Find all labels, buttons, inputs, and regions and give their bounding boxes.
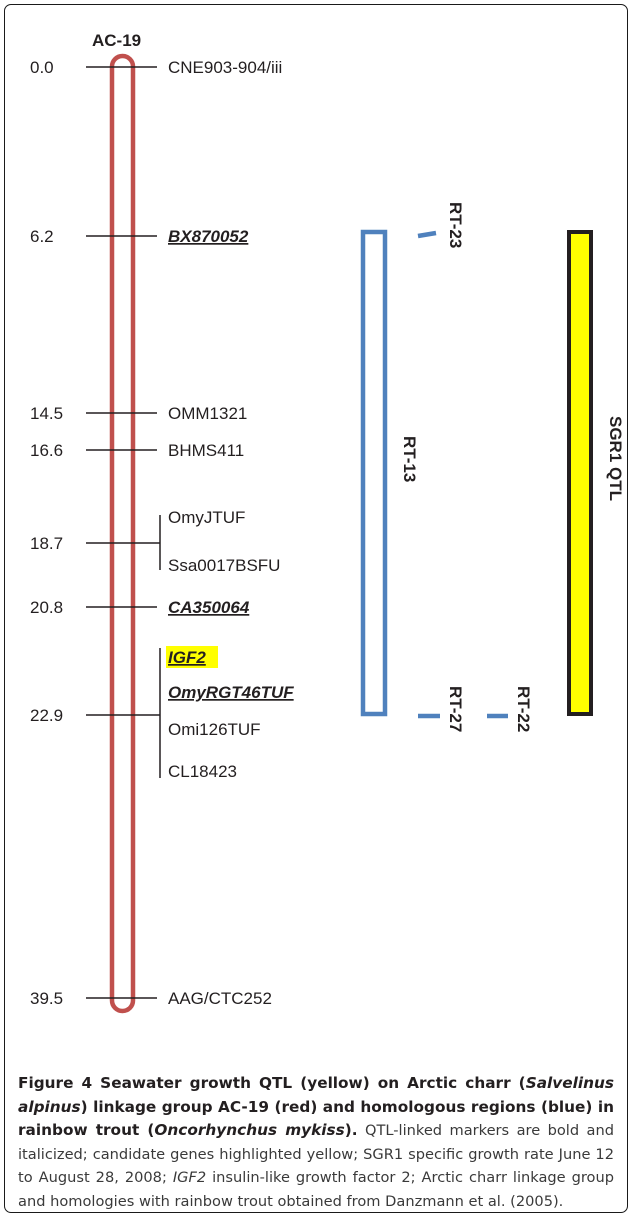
figure-label: Figure 4 <box>18 1074 93 1092</box>
caption-gene: IGF2 <box>172 1169 207 1186</box>
rt23-label: RT-23 <box>446 202 465 248</box>
marker-name-qtl-linked: CA350064 <box>168 598 250 617</box>
rt27-label: RT-27 <box>446 686 465 732</box>
marker-position-14-5: 14.5 <box>30 404 63 423</box>
caption-text: Seawater growth QTL (yellow) on Arctic c… <box>92 1074 526 1092</box>
marker-position-22-9: 22.9 <box>30 706 63 725</box>
rt13-homolog-bar <box>360 229 388 717</box>
caption-title: Figure 4 Seawater growth QTL (yellow) on… <box>18 1074 614 1139</box>
marker-name: CNE903-904/iii <box>168 58 282 77</box>
caption-body: QTL-linked markers are bold and italiciz… <box>18 1122 614 1210</box>
caption-text: insulin-like growth factor 2; Arctic cha… <box>18 1169 614 1210</box>
figure-frame <box>4 4 628 1213</box>
caption-species: Oncorhynchus mykiss <box>154 1121 345 1139</box>
marker-position-20-8: 20.8 <box>30 598 63 617</box>
sgr1-qtl-label: SGR1 QTL <box>606 416 625 501</box>
marker-name: Ssa0017BSFU <box>168 556 280 575</box>
caption-text: QTL-linked markers are bold and italiciz… <box>18 1122 614 1186</box>
marker-position-18-7: 18.7 <box>30 534 63 553</box>
marker-position-0: 0.0 <box>30 58 54 77</box>
marker-position-6-2: 6.2 <box>30 227 54 246</box>
marker-name-candidate-gene: IGF2 <box>168 648 206 667</box>
marker-name-qtl-linked: OmyRGT46TUF <box>168 683 294 702</box>
marker-name-qtl-linked: BX870052 <box>168 227 249 246</box>
marker-position-39-5: 39.5 <box>30 989 63 1008</box>
caption-text: ) linkage group AC-19 (red) and homologo… <box>18 1097 614 1140</box>
ac19-chromosome-bar <box>109 53 136 1014</box>
marker-position-16-6: 16.6 <box>30 441 63 460</box>
linkage-map: AC-19 0.0 CNE903-904/iii 6.2 BX870052 14… <box>30 31 625 1014</box>
sgr1-qtl-bar <box>567 230 593 716</box>
marker-name: OMM1321 <box>168 404 247 423</box>
marker-name: AAG/CTC252 <box>168 989 272 1008</box>
candidate-gene-highlight <box>166 646 218 668</box>
marker-name: CL18423 <box>168 762 237 781</box>
figure-caption: Figure 4 Seawater growth QTL (yellow) on… <box>18 1072 614 1213</box>
marker-name: OmyJTUF <box>168 508 245 527</box>
rt13-label: RT-13 <box>400 436 419 482</box>
rt23-homolog-mark <box>417 230 437 239</box>
rt22-label: RT-22 <box>514 686 533 732</box>
caption-species: Salvelinus alpinus <box>18 1074 614 1116</box>
linkage-group-title: AC-19 <box>92 31 141 50</box>
marker-name: BHMS411 <box>168 441 244 460</box>
marker-name: Omi126TUF <box>168 720 261 739</box>
caption-text: ). <box>344 1121 358 1139</box>
